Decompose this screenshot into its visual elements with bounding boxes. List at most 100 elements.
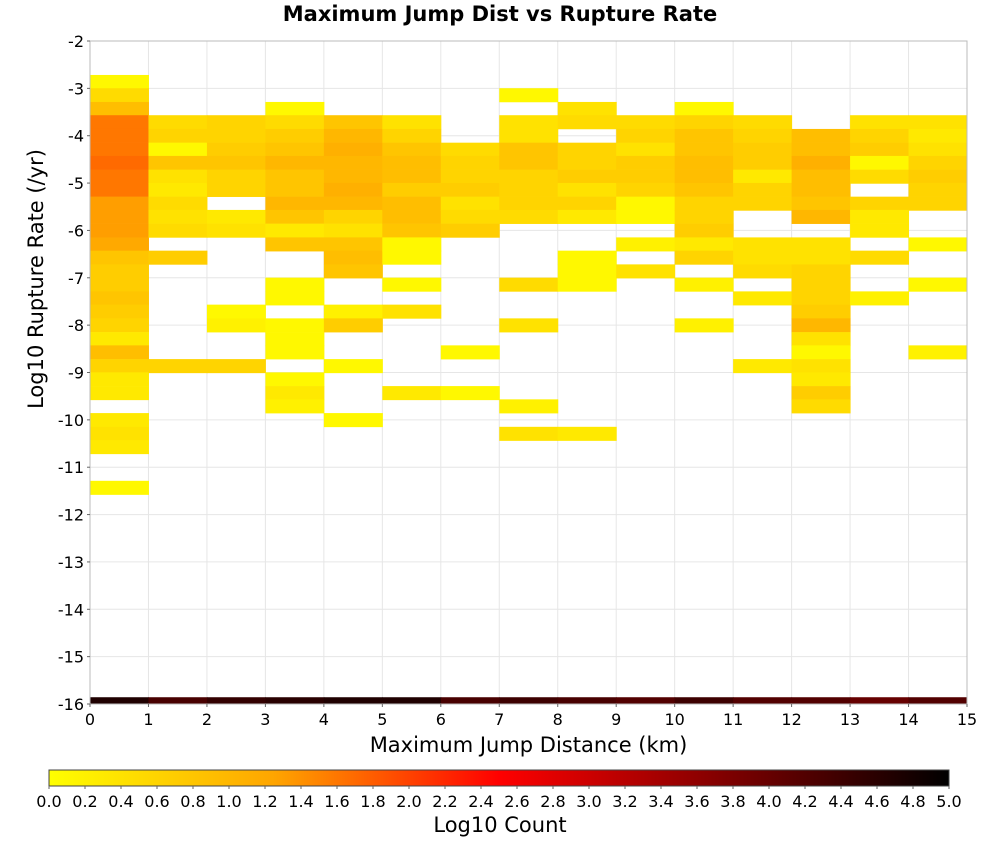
heatmap-cell	[90, 359, 149, 374]
heatmap-cell	[206, 115, 266, 130]
heatmap-cell	[323, 155, 383, 170]
heatmap-cell	[499, 318, 559, 333]
colorbar-tick-label: 1.0	[216, 792, 241, 811]
heatmap-cell	[791, 345, 851, 360]
colorbar-tick-label: 1.4	[288, 792, 313, 811]
heatmap-cell	[323, 237, 383, 252]
heatmap-cell	[90, 223, 149, 238]
heatmap-cell	[557, 169, 617, 184]
heatmap-cell	[733, 291, 793, 306]
x-tick-label: 14	[898, 710, 918, 729]
heatmap-cell	[674, 142, 734, 157]
heatmap-cell	[674, 155, 734, 170]
colorbar-tick-label: 4.6	[864, 792, 889, 811]
heatmap-cell	[90, 413, 149, 428]
heatmap-cell	[440, 386, 500, 401]
heatmap-cell	[791, 264, 851, 279]
colorbar-tick-label: 3.8	[720, 792, 745, 811]
heatmap-cell	[440, 209, 500, 224]
colorbar-gradient	[48, 769, 950, 787]
heatmap-cell	[148, 155, 208, 170]
heatmap-cell	[90, 209, 149, 224]
heatmap-cell	[499, 196, 559, 211]
heatmap-cell	[499, 155, 559, 170]
heatmap-cell	[850, 291, 910, 306]
x-tick-label: 1	[143, 710, 153, 729]
heatmap-cell	[148, 196, 208, 211]
heatmap-cell	[148, 142, 208, 157]
heatmap-cell	[206, 182, 266, 197]
heatmap-cell	[323, 304, 383, 319]
heatmap-cell	[382, 169, 442, 184]
heatmap-cell	[908, 277, 968, 292]
heatmap-cell	[674, 115, 734, 130]
heatmap-cell	[499, 128, 559, 143]
heatmap-cell	[850, 128, 910, 143]
heatmap-cell	[382, 142, 442, 157]
heatmap-cell	[908, 142, 968, 157]
heatmap-cell	[674, 277, 734, 292]
heatmap-cell	[148, 128, 208, 143]
heatmap-cell	[733, 169, 793, 184]
heatmap-cell	[323, 318, 383, 333]
heatmap-cell	[90, 237, 149, 252]
heatmap-cell	[323, 128, 383, 143]
colorbar-tick-label: 3.2	[612, 792, 637, 811]
heatmap-cell	[850, 223, 910, 238]
colorbar-tick-label: 5.0	[936, 792, 961, 811]
heatmap-cell	[382, 155, 442, 170]
heatmap-cell	[908, 128, 968, 143]
heatmap-cell	[148, 250, 208, 265]
heatmap-cell	[440, 697, 500, 704]
heatmap-cell	[674, 318, 734, 333]
heatmap-cell	[557, 155, 617, 170]
colorbar-tick-label: 4.2	[792, 792, 817, 811]
heatmap-cell	[265, 318, 325, 333]
colorbar-tick-label: 2.0	[396, 792, 421, 811]
heatmap-cell	[908, 169, 968, 184]
heatmap-cell	[90, 182, 149, 197]
heatmap-cell	[440, 345, 500, 360]
heatmap-cell	[90, 88, 149, 103]
heatmap-cell	[616, 115, 676, 130]
colorbar-tick-label: 3.4	[648, 792, 673, 811]
heatmap-cell	[323, 264, 383, 279]
heatmap-cell	[499, 88, 559, 103]
heatmap-cell	[265, 115, 325, 130]
heatmap-cell	[908, 345, 968, 360]
heatmap-cell	[382, 128, 442, 143]
heatmap-cell	[791, 209, 851, 224]
heatmap-cell	[674, 209, 734, 224]
heatmap-cell	[791, 237, 851, 252]
heatmap-cell	[557, 101, 617, 116]
colorbar-label: Log10 Count	[433, 813, 567, 837]
heatmap-cell	[791, 196, 851, 211]
heatmap-cell	[616, 209, 676, 224]
heatmap-cell	[382, 697, 442, 704]
y-tick-label: -6	[68, 221, 84, 240]
heatmap-cell	[850, 250, 910, 265]
heatmap-cell	[791, 142, 851, 157]
colorbar-tick-label: 2.2	[432, 792, 457, 811]
y-axis-label: Log10 Rupture Rate (/yr)	[24, 149, 48, 409]
heatmap-cell	[90, 304, 149, 319]
heatmap-cell	[499, 209, 559, 224]
heatmap-cell	[323, 209, 383, 224]
heatmap-cell	[674, 128, 734, 143]
colorbar-tick-label: 1.2	[252, 792, 277, 811]
heatmap-cell	[323, 182, 383, 197]
colorbar-tick-label: 3.0	[576, 792, 601, 811]
heatmap-cell	[148, 359, 208, 374]
heatmap-cell	[206, 223, 266, 238]
heatmap-cell	[791, 155, 851, 170]
heatmap-cell	[148, 697, 208, 704]
heatmap-cell	[206, 128, 266, 143]
x-tick-label: 10	[664, 710, 684, 729]
heatmap-cell	[265, 196, 325, 211]
heatmap-cell	[148, 115, 208, 130]
x-tick-label: 4	[319, 710, 329, 729]
colorbar-tick-label: 0.0	[36, 792, 61, 811]
heatmap-cell	[148, 209, 208, 224]
heatmap-cell	[850, 155, 910, 170]
heatmap-cell	[206, 697, 266, 704]
